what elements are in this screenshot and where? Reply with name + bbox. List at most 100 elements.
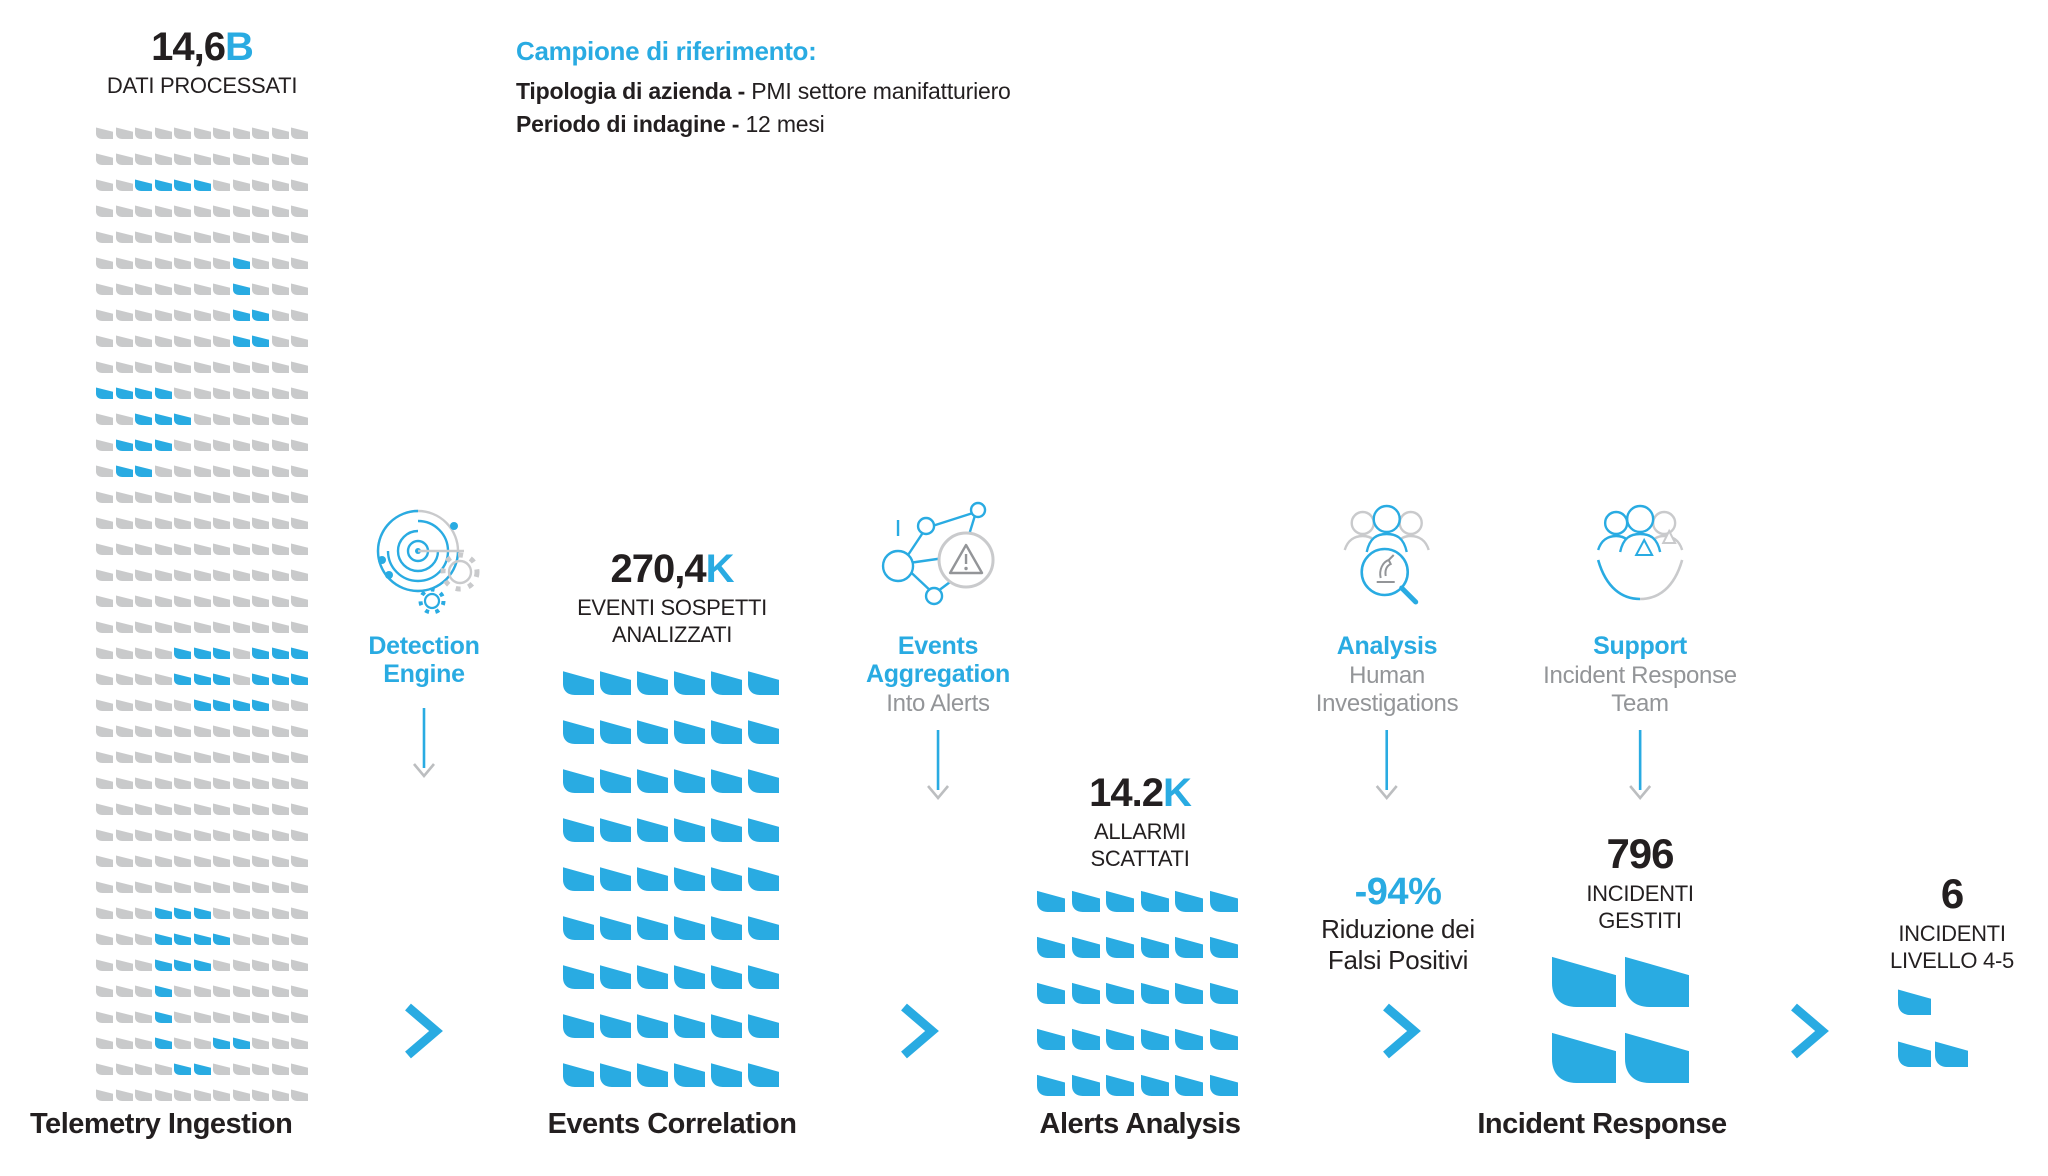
droplet-icon (213, 543, 230, 555)
droplet-icon (154, 621, 172, 633)
reference-sample-line-2: Periodo di indagine - 12 mesi (516, 108, 1011, 141)
droplet-icon (1209, 1028, 1238, 1050)
droplet-icon (115, 1063, 133, 1075)
droplet-icon (291, 1011, 308, 1023)
droplet-icon (174, 933, 191, 945)
telemetry-stat: 14,6B DATI PROCESSATI (106, 25, 298, 99)
false-positives-stat: -94% Riduzione dei Falsi Positivi (1321, 871, 1475, 976)
droplet-icon (271, 517, 289, 529)
false-positives-line1: Riduzione dei (1321, 913, 1475, 944)
droplet-icon (135, 231, 152, 243)
droplet-icon (96, 855, 113, 867)
droplet-icon (213, 1089, 230, 1101)
droplet-icon (115, 335, 133, 347)
droplet-icon (193, 413, 211, 425)
droplet-icon (1106, 1028, 1134, 1050)
droplet-icon (96, 335, 113, 347)
droplet-icon (1175, 982, 1203, 1004)
droplet-icon (1175, 1074, 1203, 1096)
level45-label-line1: INCIDENTI (1898, 921, 2006, 947)
droplet-icon (135, 439, 152, 451)
telemetry-label: DATI PROCESSATI (106, 73, 298, 98)
droplet-icon (96, 725, 113, 737)
droplet-icon (271, 283, 289, 295)
droplet-icon (232, 205, 250, 217)
droplet-icon (252, 777, 269, 789)
droplet-icon (748, 769, 779, 793)
droplet-icon (135, 751, 152, 763)
droplet-icon (1037, 1028, 1065, 1050)
droplet-icon (154, 1089, 172, 1101)
droplet-icon (674, 867, 705, 891)
droplet-icon (291, 751, 308, 763)
down-arrow-icon (413, 708, 435, 779)
droplet-icon (115, 673, 133, 685)
down-arrow-icon (926, 730, 949, 801)
droplet-icon (174, 517, 191, 529)
droplet-icon (174, 309, 191, 321)
alerts-value-unit: K (1162, 771, 1192, 815)
droplet-icon (291, 725, 308, 737)
droplet-icon (193, 777, 211, 789)
droplet-icon (271, 985, 289, 997)
correlation-label: EVENTI SOSPETTI ANALIZZATI (577, 594, 767, 648)
droplet-icon (271, 959, 289, 971)
droplet-icon (674, 671, 705, 695)
support-incident-response-team-icon (1596, 504, 1684, 601)
droplet-icon (154, 881, 172, 893)
detection-engine-flow: Detection Engine (368, 498, 480, 790)
droplet-icon (1209, 1074, 1238, 1096)
droplet-icon (135, 413, 152, 425)
droplet-icon (174, 1089, 191, 1101)
droplet-icon (193, 179, 211, 191)
droplet-icon (674, 818, 705, 842)
droplet-icon (213, 179, 230, 191)
chevron-right-icon (1791, 1003, 1829, 1059)
droplet-icon (96, 361, 113, 373)
support-flow: Support Incident Response Team (1543, 498, 1737, 812)
droplet-icon (563, 965, 594, 989)
droplet-icon (291, 309, 308, 321)
level45-droplet-grid (1898, 986, 1968, 1067)
droplet-icon (115, 751, 133, 763)
level45-value: 6 (1940, 870, 1964, 917)
droplet-icon (252, 621, 269, 633)
droplet-icon (193, 439, 211, 451)
droplet-icon (154, 985, 172, 997)
droplet-icon (135, 491, 152, 503)
droplet-icon (232, 1037, 250, 1049)
droplet-icon (154, 465, 172, 477)
droplet-icon (232, 231, 250, 243)
droplet-icon (115, 959, 133, 971)
droplet-icon (252, 803, 269, 815)
droplet-icon (232, 673, 250, 685)
analysis-sublabel: Human Investigations (1316, 662, 1459, 718)
droplet-icon (115, 127, 133, 139)
droplet-icon (154, 699, 172, 711)
droplet-icon (174, 855, 191, 867)
droplet-icon (193, 725, 211, 737)
droplet-icon (1037, 1074, 1065, 1096)
chevron-right-icon (405, 1003, 443, 1059)
droplet-icon (154, 829, 172, 841)
correlation-label-line1: EVENTI SOSPETTI (577, 595, 767, 620)
droplet-icon (135, 855, 152, 867)
droplet-icon (174, 959, 191, 971)
droplet-icon (600, 818, 631, 842)
droplet-icon (1140, 982, 1169, 1004)
telemetry-value-number: 14,6 (151, 25, 226, 69)
company-type-value: PMI settore manifatturiero (751, 78, 1011, 104)
droplet-icon (291, 439, 308, 451)
droplet-icon (96, 673, 113, 685)
droplet-icon (1140, 1074, 1169, 1096)
droplet-icon (193, 933, 211, 945)
droplet-icon (135, 127, 152, 139)
droplet-icon (213, 439, 230, 451)
droplet-icon (154, 595, 172, 607)
droplet-icon (135, 1089, 152, 1101)
droplet-icon (193, 959, 211, 971)
droplet-icon (96, 283, 113, 295)
droplet-icon (291, 881, 308, 893)
droplet-icon (674, 1063, 705, 1087)
droplet-icon (252, 699, 269, 711)
